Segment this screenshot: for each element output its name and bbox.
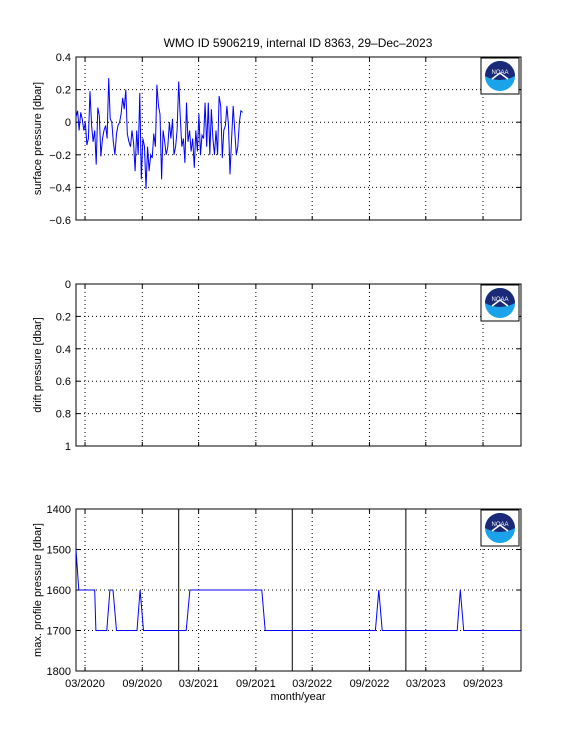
y-axis-label: surface pressure [dbar] <box>32 82 44 195</box>
x-axis-label: month/year <box>270 691 325 703</box>
x-tick-label: 09/2020 <box>122 678 162 690</box>
logo-text: NOAA <box>491 522 508 528</box>
x-tick-label: 03/2023 <box>406 678 446 690</box>
x-tick-label: 03/2020 <box>65 678 105 690</box>
plot-frame <box>75 508 522 672</box>
panel-1: −0.6 −0.4 −0.2 0 0.2 0.4 surface pressure [dba… <box>32 52 522 227</box>
y-tick-label: 0.4 <box>56 52 71 64</box>
y-tick-label: 1 <box>65 441 71 453</box>
figure-title: WMO ID 5906219, internal ID 8363, 29–Dec… <box>164 36 433 50</box>
noaa-logo-icon: NOAA <box>480 284 520 322</box>
noaa-logo-icon: NOAA <box>480 509 520 547</box>
x-tick-label: 09/2022 <box>350 678 390 690</box>
y-tick-label: 0 <box>65 117 71 129</box>
y-tick-label: 1800 <box>47 666 71 678</box>
y-tick-label: 1400 <box>47 504 71 516</box>
logo-navy-half <box>485 61 515 80</box>
plot-frame <box>75 283 522 447</box>
panel-3: 03/2020 09/2020 03/2021 09/2021 03/2022 09/20… <box>32 504 522 690</box>
logo-wave <box>491 299 509 307</box>
logo-wave <box>491 524 509 532</box>
y-tick-label: 0.8 <box>56 409 71 421</box>
y-axis-label: max. profile pressure [dbar] <box>32 523 44 657</box>
logo-text: NOAA <box>491 70 508 76</box>
logo-text: NOAA <box>491 297 508 303</box>
logo-navy-half <box>485 513 515 532</box>
logo-navy-half <box>485 288 515 307</box>
y-axis-label: drift pressure [dbar] <box>32 317 44 412</box>
plot-frame <box>75 56 522 221</box>
x-tick-label: 09/2023 <box>463 678 503 690</box>
series-line <box>75 78 243 190</box>
y-tick-label: −0.2 <box>49 150 71 162</box>
x-tick-label: 03/2022 <box>292 678 332 690</box>
noaa-logo-icon: NOAA <box>480 57 520 95</box>
y-tick-label: 1500 <box>47 545 71 557</box>
panels: −0.6 −0.4 −0.2 0 0.2 0.4 surface pressure [dba… <box>32 52 522 690</box>
y-tick-label: 0.2 <box>56 311 71 323</box>
y-tick-label: 1600 <box>47 585 71 597</box>
y-tick-label: 0.2 <box>56 85 71 97</box>
panel-2: 0 0.2 0.4 0.6 0.8 1 drift pressure [dbar] NOAA <box>32 279 522 453</box>
y-tick-label: −0.6 <box>49 215 71 227</box>
series-line <box>75 549 521 631</box>
x-tick-label: 09/2021 <box>236 678 276 690</box>
y-tick-label: 0.4 <box>56 344 71 356</box>
y-tick-label: −0.4 <box>49 182 71 194</box>
y-tick-label: 0.6 <box>56 376 71 388</box>
y-tick-label: 0 <box>65 279 71 291</box>
x-tick-label: 03/2021 <box>179 678 219 690</box>
y-tick-label: 1700 <box>47 626 71 638</box>
logo-wave <box>491 72 509 80</box>
